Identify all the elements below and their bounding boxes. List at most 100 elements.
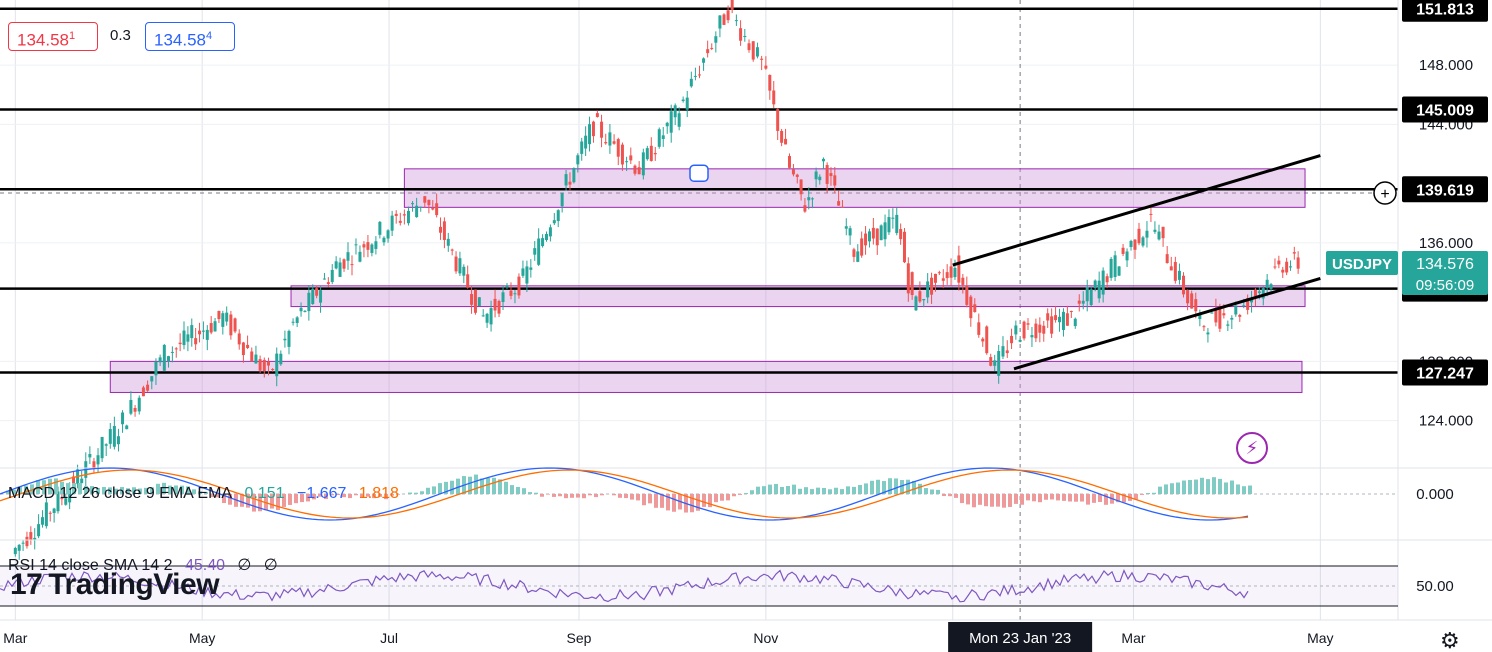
candle-body: [450, 249, 454, 251]
macd-histogram-bar: [1170, 483, 1174, 494]
macd-histogram-bar: [102, 487, 106, 494]
macd-histogram-bar: [1242, 486, 1246, 494]
rsi-title: RSI 14 close SMA 14 2: [8, 557, 173, 574]
candle-body: [186, 334, 190, 342]
candle-body: [154, 361, 158, 376]
candle-body: [580, 141, 584, 154]
macd-histogram-bar: [528, 492, 532, 494]
macd-histogram-bar: [1080, 494, 1084, 502]
candle-body: [833, 175, 837, 186]
lightning-icon[interactable]: ⚡: [1236, 432, 1268, 464]
macd-histogram-bar: [1116, 494, 1120, 503]
candle-body: [918, 291, 922, 302]
candle-body: [697, 74, 701, 76]
candle-body: [88, 454, 92, 458]
macd-histogram-bar: [570, 494, 574, 498]
candle-body: [1001, 346, 1005, 357]
macd-histogram-bar: [582, 494, 586, 499]
macd-histogram-bar: [432, 486, 436, 494]
macd-histogram-bar: [798, 488, 802, 494]
macd-histogram-bar: [450, 480, 454, 494]
candle-body: [394, 213, 398, 216]
candle-body: [454, 256, 458, 272]
candle-body: [856, 251, 860, 262]
candle-body: [205, 329, 209, 340]
macd-histogram-bar: [1134, 494, 1138, 500]
candle-body: [295, 317, 299, 324]
macd-histogram-bar: [744, 493, 748, 494]
candle-body: [497, 300, 501, 314]
candle-body: [772, 90, 776, 105]
candle-body: [969, 296, 973, 319]
candle-body: [1153, 229, 1157, 232]
candle-body: [60, 498, 64, 500]
macd-histogram-bar: [1248, 485, 1252, 494]
macd-histogram-bar: [282, 494, 286, 507]
candle-body: [458, 258, 462, 274]
candle-body: [291, 321, 295, 323]
candle-body: [529, 267, 533, 270]
candle-body: [1285, 261, 1289, 273]
candle-body: [814, 171, 818, 180]
candle-body: [702, 58, 706, 63]
candle-body: [864, 233, 868, 246]
level-price-tag: [1402, 176, 1488, 203]
macd-histogram-bar: [906, 479, 910, 494]
candle-body: [100, 436, 104, 459]
candle-body: [710, 47, 714, 49]
macd-histogram-bar: [306, 494, 310, 502]
macd-histogram-bar: [846, 486, 850, 494]
buy-price-box[interactable]: 134.584: [145, 22, 235, 51]
macd-histogram-bar: [1020, 494, 1024, 505]
tradingview-logo[interactable]: 17 TradingView: [10, 568, 220, 602]
y-tick-label: 124.000: [1419, 413, 1473, 430]
sell-price-box[interactable]: 134.581: [8, 22, 98, 51]
candle-body: [673, 105, 677, 118]
macd-histogram-bar: [90, 486, 94, 494]
candle-body: [427, 199, 431, 206]
candle-body: [33, 537, 37, 540]
x-tick-label: Nov: [753, 630, 778, 646]
macd-histogram-bar: [288, 494, 292, 505]
candle-body: [1109, 258, 1113, 278]
candle-body: [517, 276, 521, 296]
candle-body: [279, 353, 283, 365]
candle-body: [378, 221, 382, 235]
last-price-label: 134.576: [1416, 256, 1474, 273]
macd-histogram-bar: [912, 480, 916, 494]
candle-body: [1046, 313, 1050, 321]
macd-histogram-bar: [642, 494, 646, 506]
candle-body: [358, 251, 362, 262]
candle-body: [104, 444, 108, 446]
macd-histogram-bar: [348, 494, 352, 499]
candle-body: [303, 310, 307, 312]
macd-legend[interactable]: MACD 12 26 close 9 EMA EMA 0.151 −1.667 …: [8, 485, 407, 503]
macd-histogram-bar: [504, 481, 508, 494]
macd-histogram-bar: [900, 480, 904, 494]
candle-body: [600, 121, 604, 138]
level-price-tag: [1402, 0, 1488, 22]
channel-lower-line: [1013, 276, 1321, 371]
macd-histogram-bar: [894, 478, 898, 494]
candle-body: [1125, 251, 1129, 261]
macd-histogram-bar: [1032, 494, 1036, 502]
rsi-legend[interactable]: RSI 14 close SMA 14 2 45.40 ∅ ∅: [8, 555, 286, 575]
macd-histogram-bar: [810, 489, 814, 494]
macd-histogram-bar: [240, 494, 244, 507]
candle-body: [56, 491, 60, 512]
candle-body: [1058, 316, 1062, 323]
macd-histogram-bar: [672, 494, 676, 512]
gear-icon[interactable]: ⚙: [1440, 628, 1460, 652]
candle-body: [616, 139, 620, 157]
candle-body: [930, 277, 934, 295]
candle-body: [209, 323, 213, 333]
candle-body: [879, 225, 883, 241]
macd-histogram-bar: [828, 489, 832, 494]
y-tick-label: 148.000: [1419, 57, 1473, 74]
macd-histogram-bar: [96, 487, 100, 494]
macd-histogram-bar: [1014, 494, 1018, 504]
candle-body: [604, 142, 608, 144]
candle-body: [398, 220, 402, 223]
